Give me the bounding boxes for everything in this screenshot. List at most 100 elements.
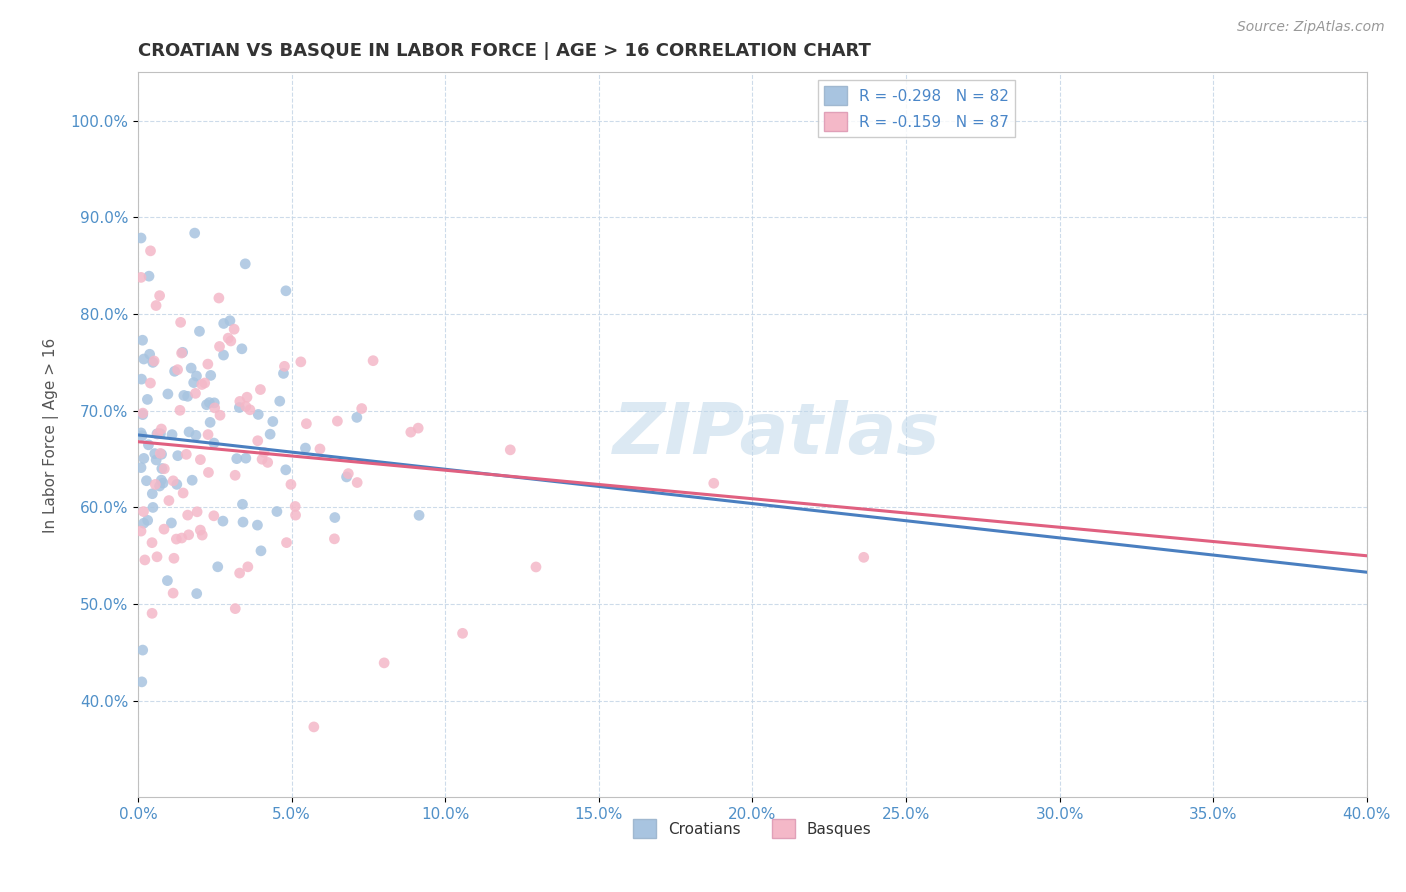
Point — [236, 390, 259, 404]
Point — [166, 449, 188, 463]
Point — [212, 514, 235, 528]
Point — [323, 532, 346, 546]
Point — [150, 447, 173, 461]
Point — [139, 376, 162, 390]
Point — [361, 353, 384, 368]
Point — [146, 549, 169, 564]
Point — [399, 425, 422, 439]
Point — [176, 389, 198, 403]
Point — [184, 428, 207, 442]
Y-axis label: In Labor Force | Age > 16: In Labor Force | Age > 16 — [44, 337, 59, 533]
Point — [148, 479, 170, 493]
Point — [156, 574, 179, 588]
Point — [208, 291, 231, 305]
Point — [141, 486, 163, 500]
Point — [235, 400, 257, 414]
Point — [129, 270, 152, 285]
Point — [219, 314, 242, 328]
Point — [250, 544, 273, 558]
Point — [132, 406, 155, 420]
Point — [152, 476, 174, 491]
Point — [451, 626, 474, 640]
Point — [131, 333, 153, 347]
Point — [290, 355, 312, 369]
Text: ZIPatlas: ZIPatlas — [613, 401, 941, 469]
Point — [195, 398, 218, 412]
Point — [181, 473, 204, 487]
Point — [239, 402, 262, 417]
Text: CROATIAN VS BASQUE IN LABOR FORCE | AGE > 16 CORRELATION CHART: CROATIAN VS BASQUE IN LABOR FORCE | AGE … — [138, 42, 870, 60]
Point — [194, 376, 217, 390]
Point — [256, 455, 278, 469]
Point — [149, 288, 172, 302]
Point — [169, 315, 191, 329]
Point — [197, 466, 219, 480]
Point — [132, 505, 155, 519]
Point — [139, 244, 162, 258]
Point — [142, 500, 165, 515]
Point — [131, 428, 153, 442]
Point — [145, 299, 167, 313]
Point — [208, 409, 231, 423]
Point — [163, 364, 186, 378]
Point — [169, 403, 191, 417]
Point — [233, 257, 256, 271]
Point — [143, 354, 166, 368]
Point — [247, 408, 270, 422]
Point — [173, 388, 195, 402]
Point — [212, 348, 235, 362]
Point — [134, 553, 156, 567]
Point — [326, 414, 349, 428]
Point — [202, 396, 225, 410]
Point — [246, 518, 269, 533]
Point — [202, 508, 225, 523]
Point — [149, 446, 172, 460]
Point — [162, 474, 184, 488]
Point — [231, 342, 253, 356]
Point — [224, 322, 246, 336]
Point — [186, 368, 208, 383]
Point — [224, 468, 246, 483]
Point — [136, 513, 159, 527]
Point — [150, 422, 173, 436]
Point — [253, 445, 276, 459]
Point — [191, 377, 214, 392]
Point — [183, 226, 205, 240]
Point — [184, 386, 207, 401]
Point — [703, 476, 725, 491]
Point — [273, 359, 295, 374]
Point — [202, 436, 225, 450]
Point — [163, 551, 186, 566]
Point — [294, 441, 316, 455]
Point — [284, 508, 307, 522]
Point — [236, 559, 259, 574]
Point — [131, 643, 153, 657]
Point — [198, 395, 221, 409]
Point — [337, 467, 360, 481]
Point — [142, 355, 165, 369]
Point — [224, 601, 246, 615]
Point — [276, 535, 298, 549]
Point — [172, 345, 194, 359]
Point — [250, 452, 273, 467]
Point — [177, 528, 200, 542]
Point — [323, 510, 346, 524]
Point — [186, 586, 208, 600]
Point — [165, 532, 187, 546]
Point — [231, 497, 253, 511]
Point — [232, 515, 254, 529]
Point — [274, 284, 297, 298]
Point — [170, 346, 193, 360]
Point — [153, 522, 176, 536]
Point — [302, 720, 325, 734]
Point — [145, 453, 167, 467]
Point — [408, 508, 430, 523]
Point — [335, 470, 357, 484]
Point — [129, 425, 152, 440]
Point — [146, 426, 169, 441]
Point — [166, 477, 188, 491]
Point — [207, 559, 229, 574]
Point — [149, 426, 172, 441]
Point — [373, 656, 395, 670]
Point — [146, 426, 169, 441]
